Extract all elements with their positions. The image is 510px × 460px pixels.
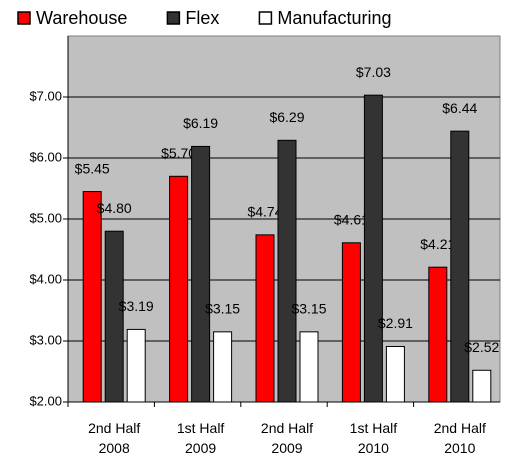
x-tick-label: 2nd Half 2010 [433,420,486,456]
bar [169,175,189,403]
bar [277,139,297,403]
legend-swatch [166,11,181,25]
bar [363,94,383,403]
value-label: $2.52 [464,339,499,355]
value-label: $3.19 [119,298,154,314]
value-label: $4.74 [247,204,282,220]
x-tick-label: 1st Half 2009 [176,420,225,456]
value-label: $6.29 [269,109,304,125]
y-tick-label: $3.00 [29,332,62,347]
bar [191,145,211,403]
value-label: $4.21 [420,236,455,252]
y-tick-label: $2.00 [29,393,62,408]
x-tick-label: 2nd Half 2008 [88,420,141,456]
bar [428,266,448,403]
value-label: $3.15 [291,301,326,317]
bar [255,234,275,403]
x-tick-label: 2nd Half 2009 [260,420,314,456]
y-tick-label: $6.00 [29,149,62,164]
legend-swatch [17,11,31,25]
value-label: $4.80 [97,200,132,216]
value-label: $7.03 [356,64,391,80]
bar [299,331,319,403]
value-label: $2.91 [378,315,413,331]
bar [385,345,405,403]
bar [213,331,233,403]
legend-label: Manufacturing [277,8,391,28]
y-tick-label: $7.00 [29,88,62,103]
y-tick-label: $4.00 [29,271,62,286]
legend-label: Flex [185,8,219,28]
value-label: $5.70 [161,145,196,161]
value-label: $5.45 [75,160,110,176]
bar [341,242,361,403]
bar [126,328,146,403]
y-tick-label: $5.00 [29,210,62,225]
bar [472,369,492,403]
bar [104,230,124,403]
legend-label: Warehouse [36,8,127,28]
value-label: $6.44 [442,100,477,116]
legend-swatch [258,11,273,25]
value-label: $3.15 [205,301,240,317]
value-label: $4.61 [334,211,369,227]
bar [450,130,470,403]
value-label: $6.19 [183,115,218,131]
bar [82,191,102,403]
x-tick-label: 1st Half 2010 [349,420,398,456]
